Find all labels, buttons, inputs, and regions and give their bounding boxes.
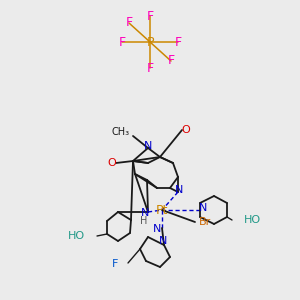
Text: F: F — [146, 61, 154, 74]
Text: Pt: Pt — [156, 203, 168, 217]
Text: N: N — [144, 141, 152, 151]
Text: F: F — [146, 10, 154, 22]
Text: N: N — [159, 236, 167, 246]
Text: F: F — [112, 259, 118, 269]
Text: O: O — [108, 158, 116, 168]
Text: N: N — [153, 224, 161, 234]
Text: HO: HO — [68, 231, 85, 241]
Text: O: O — [182, 125, 190, 135]
Text: N: N — [175, 185, 183, 195]
Text: P: P — [146, 35, 154, 49]
Text: CH₃: CH₃ — [112, 127, 130, 137]
Text: HO: HO — [244, 215, 261, 225]
Text: H: H — [140, 216, 148, 226]
Text: N: N — [141, 208, 149, 218]
Text: F: F — [125, 16, 133, 29]
Text: F: F — [118, 35, 126, 49]
Text: Br: Br — [199, 217, 211, 227]
Text: F: F — [174, 35, 182, 49]
Text: N: N — [199, 203, 207, 213]
Text: F: F — [167, 55, 175, 68]
